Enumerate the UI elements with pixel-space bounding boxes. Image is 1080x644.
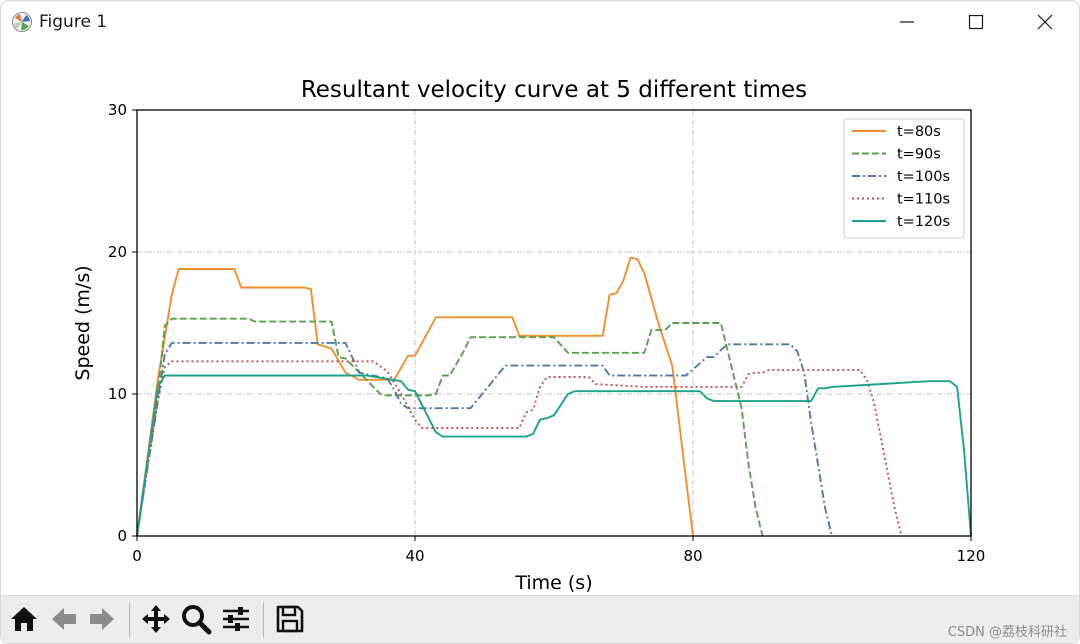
x-tick-label: 120 <box>957 547 986 565</box>
title-bar[interactable]: Figure 1 <box>1 1 1079 43</box>
series-line-1 <box>136 256 694 537</box>
configure-subplots-button[interactable] <box>217 600 255 638</box>
legend-label-1: t=80s <box>897 124 941 140</box>
figure-canvas[interactable]: Resultant velocity curve at 5 different … <box>1 43 1079 595</box>
y-tick-label: 20 <box>108 243 127 261</box>
series-line-4 <box>136 360 903 537</box>
navigation-toolbar: CSDN @荔枝科研社 <box>1 595 1079 643</box>
minimize-icon <box>900 21 914 23</box>
axes-frame <box>136 109 972 537</box>
forward-arrow-icon <box>90 608 114 630</box>
home-icon <box>11 607 37 631</box>
y-tick-label: 30 <box>108 101 127 119</box>
maximize-icon <box>968 14 984 30</box>
back-button[interactable] <box>45 600 83 638</box>
window-title: Figure 1 <box>39 12 108 32</box>
save-disk-icon <box>276 605 304 633</box>
y-tick-label: 0 <box>117 527 127 545</box>
pan-button[interactable] <box>137 600 175 638</box>
x-tick-label: 40 <box>405 547 424 565</box>
series-line-2 <box>136 317 764 537</box>
matplotlib-figure-icon <box>12 12 32 32</box>
chart-title: Resultant velocity curve at 5 different … <box>301 77 807 103</box>
legend-label-5: t=120s <box>897 214 950 230</box>
x-axis-label: Time (s) <box>514 572 592 594</box>
zoom-button[interactable] <box>177 600 215 638</box>
home-button[interactable] <box>5 600 43 638</box>
zoom-magnifier-icon <box>182 605 212 635</box>
back-arrow-icon <box>52 608 76 630</box>
watermark-text: CSDN @荔枝科研社 <box>947 625 1067 640</box>
close-icon <box>1037 14 1053 30</box>
maximize-button[interactable] <box>942 1 1010 43</box>
x-tick-label: 0 <box>132 547 142 565</box>
legend-label-2: t=90s <box>897 147 941 163</box>
toolbar-separator <box>129 602 130 638</box>
series-line-5 <box>136 374 972 537</box>
series-lines <box>136 256 972 537</box>
legend-label-4: t=110s <box>897 192 950 208</box>
velocity-chart: Resultant velocity curve at 5 different … <box>72 77 985 594</box>
configure-subplots-icon <box>223 607 249 631</box>
axis-ticks: 0 40 80 120 0 10 20 30 <box>108 101 985 565</box>
toolbar-separator <box>263 602 264 638</box>
close-button[interactable] <box>1011 1 1079 43</box>
legend: t=80s t=90s t=100s t=110s t=120s <box>843 118 965 239</box>
forward-button[interactable] <box>83 600 121 638</box>
y-tick-label: 10 <box>108 385 127 403</box>
legend-label-3: t=100s <box>897 169 950 185</box>
minimize-button[interactable] <box>873 1 941 43</box>
save-button[interactable] <box>271 600 309 638</box>
pan-move-icon <box>142 605 170 633</box>
y-axis-label: Speed (m/s) <box>72 265 94 380</box>
legend-box <box>843 118 965 239</box>
grid <box>137 110 971 536</box>
series-line-3 <box>136 341 833 537</box>
x-tick-label: 80 <box>683 547 702 565</box>
